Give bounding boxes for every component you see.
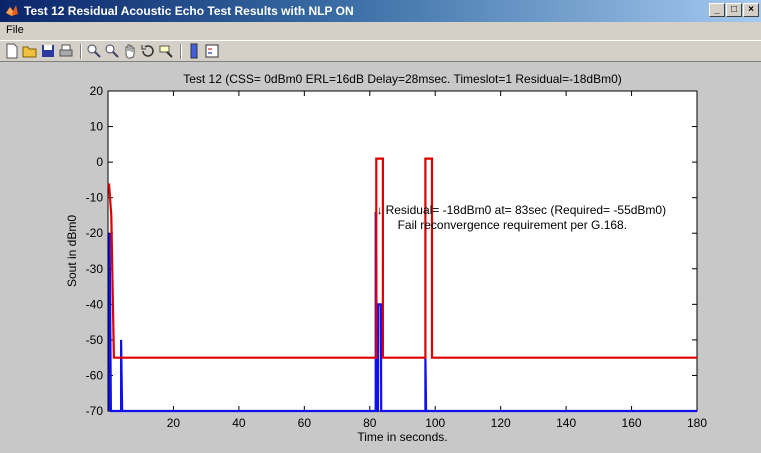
print-icon[interactable]	[58, 43, 74, 59]
y-tick-label: -30	[86, 262, 104, 276]
maximize-icon[interactable]: □	[726, 3, 742, 17]
annotation-residual-text: Residual= -18dBm0 at= 83sec (Required= -…	[386, 203, 667, 217]
x-tick-label: 80	[363, 416, 377, 430]
data-cursor-icon[interactable]	[158, 43, 174, 59]
new-figure-icon[interactable]	[4, 43, 20, 59]
figure-toolbar	[0, 40, 761, 62]
y-tick-label: -10	[86, 191, 104, 205]
annotation-fail-text: Fail reconvergence requirement per G.168…	[398, 218, 627, 232]
window-title: Test 12 Residual Acoustic Echo Test Resu…	[24, 4, 354, 18]
x-tick-label: 160	[622, 416, 642, 430]
zoom-in-icon[interactable]	[86, 43, 102, 59]
x-tick-label: 140	[556, 416, 576, 430]
x-tick-label: 20	[167, 416, 181, 430]
y-tick-label: -50	[86, 333, 104, 347]
menu-bar: File	[0, 22, 761, 40]
figure-area: Test 12 (CSS= 0dBm0 ERL=16dB Delay=28mse…	[0, 62, 761, 453]
zoom-out-icon[interactable]	[104, 43, 120, 59]
minimize-icon[interactable]: _	[709, 3, 725, 17]
menu-file[interactable]: File	[6, 24, 24, 36]
plot-axes-box	[107, 90, 698, 412]
x-tick-label: 120	[491, 416, 511, 430]
x-axis-label: Time in seconds.	[357, 430, 447, 444]
x-tick-label: 60	[298, 416, 312, 430]
open-file-icon[interactable]	[22, 43, 38, 59]
title-bar[interactable]: Test 12 Residual Acoustic Echo Test Resu…	[0, 0, 761, 22]
y-tick-label: -40	[86, 297, 104, 311]
residual-series-line	[107, 157, 697, 359]
y-tick-label: -60	[86, 368, 104, 382]
annotation-arrow: ↓	[377, 203, 383, 217]
close-icon[interactable]: ×	[743, 3, 759, 17]
rotate-3d-icon[interactable]	[140, 43, 156, 59]
matlab-logo-icon	[6, 5, 18, 16]
pan-hand-icon[interactable]	[122, 43, 138, 59]
y-tick-label: 20	[90, 84, 104, 98]
legend-icon[interactable]	[204, 43, 220, 59]
residual-echo-chart: Test 12 (CSS= 0dBm0 ERL=16dB Delay=28mse…	[65, 72, 707, 444]
y-tick-label: -20	[86, 226, 104, 240]
colorbar-icon[interactable]	[186, 43, 202, 59]
x-tick-label: 40	[232, 416, 246, 430]
chart-title: Test 12 (CSS= 0dBm0 ERL=16dB Delay=28mse…	[183, 72, 622, 86]
y-tick-label: 10	[90, 120, 104, 134]
signal-series-line	[108, 211, 697, 413]
y-tick-label: 0	[96, 155, 103, 169]
y-axis-label: Sout in dBm0	[65, 215, 79, 287]
save-icon[interactable]	[40, 43, 56, 59]
x-tick-label: 180	[687, 416, 707, 430]
x-tick-label: 100	[425, 416, 445, 430]
y-tick-label: -70	[86, 404, 104, 418]
